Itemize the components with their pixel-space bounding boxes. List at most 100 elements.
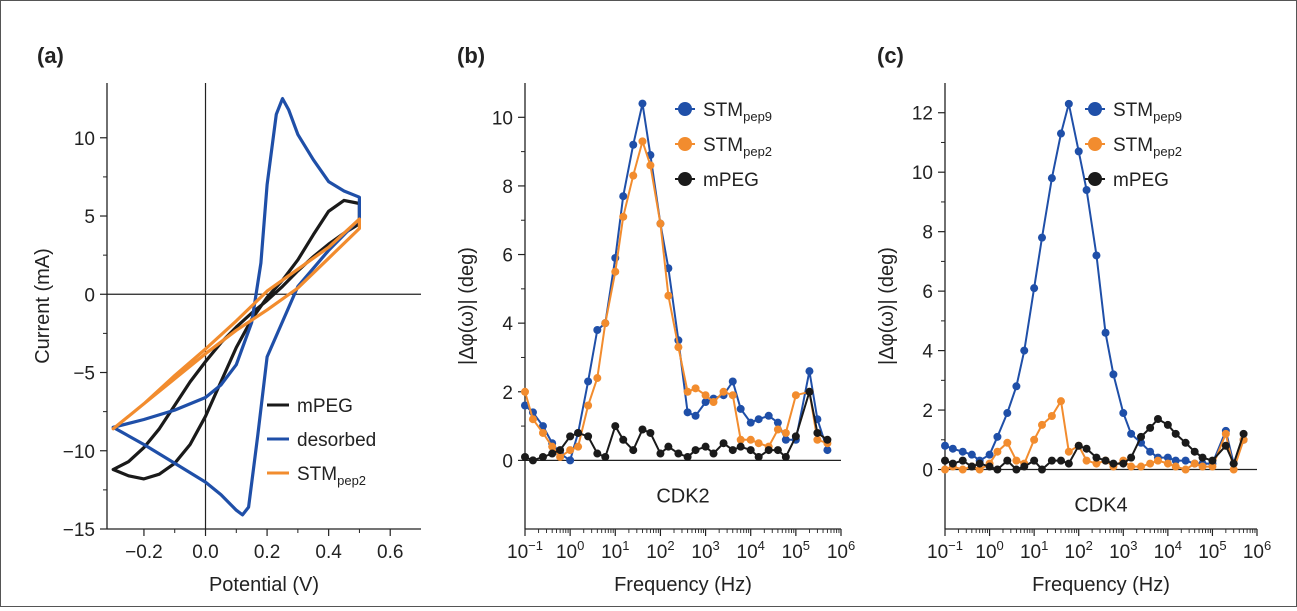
data-point [674, 343, 683, 352]
data-point [1181, 465, 1190, 474]
data-point [1082, 456, 1091, 465]
data-point [691, 384, 700, 393]
data-point [754, 439, 763, 448]
data-point [656, 449, 665, 458]
x-axis-title: Frequency (Hz) [1032, 574, 1170, 596]
legend-label: mPEG [297, 396, 353, 417]
data-point [1208, 456, 1217, 465]
data-point [1171, 456, 1180, 465]
data-point [719, 439, 728, 448]
data-point [601, 452, 610, 461]
data-point [1153, 414, 1162, 423]
data-point [1127, 462, 1136, 471]
data-point [538, 428, 547, 437]
data-point [985, 450, 994, 459]
data-point [701, 398, 710, 407]
series-line-mPEG [524, 391, 828, 462]
data-point [746, 418, 755, 427]
x-axis-title: Potential (V) [209, 574, 319, 596]
data-point [1239, 429, 1248, 438]
data-point [574, 428, 583, 437]
data-point [1190, 447, 1199, 456]
data-point [646, 161, 655, 170]
y-axis-title: |Δφ(ω)| (deg) [456, 247, 478, 365]
y-axis-title: |Δφ(ω)| (deg) [876, 247, 898, 365]
data-point [1146, 423, 1155, 432]
y-tick-label: 12 [912, 104, 933, 125]
data-point [701, 442, 710, 451]
data-point [1119, 459, 1128, 468]
data-point [1146, 459, 1155, 468]
data-point [1003, 438, 1012, 447]
data-point [813, 428, 822, 437]
data-point [1190, 459, 1199, 468]
data-point [664, 442, 673, 451]
data-point [1047, 174, 1056, 183]
data-point [1146, 447, 1155, 456]
panel-label: (a) [37, 43, 64, 68]
data-point [574, 442, 583, 451]
x-tick-label: 102 [646, 538, 674, 563]
legend-label: STMpep9 [703, 100, 772, 124]
data-point [805, 387, 814, 396]
data-point [619, 192, 628, 201]
legend-marker [678, 102, 692, 116]
y-tick-label: 8 [922, 223, 933, 244]
data-point [1064, 447, 1073, 456]
panel-annotation: CDK4 [1074, 495, 1127, 517]
y-tick-label: 4 [502, 314, 513, 335]
data-point [683, 452, 692, 461]
y-tick-label: 4 [922, 342, 933, 363]
data-point [1119, 409, 1128, 418]
data-point [993, 465, 1002, 474]
x-tick-label: 105 [1198, 538, 1226, 563]
data-point [556, 452, 565, 461]
legend-marker [1088, 172, 1102, 186]
legend-label: STMpep2 [297, 464, 366, 488]
data-point [975, 465, 984, 474]
x-tick-label: 103 [1109, 538, 1137, 563]
x-axis-title: Frequency (Hz) [614, 574, 752, 596]
data-point [566, 446, 575, 455]
data-point [593, 449, 602, 458]
data-point [1074, 441, 1083, 450]
x-tick-label: 104 [737, 538, 765, 563]
data-point [1171, 429, 1180, 438]
data-point [728, 377, 737, 386]
data-point [764, 446, 773, 455]
data-point [521, 401, 529, 410]
panel-label: (c) [877, 43, 904, 68]
data-point [566, 432, 575, 441]
data-point [736, 404, 745, 413]
data-point [754, 415, 763, 424]
series-line-mPEG [944, 417, 1245, 471]
data-point [1056, 456, 1065, 465]
data-point [528, 415, 537, 424]
legend-marker [1088, 137, 1102, 151]
data-point [728, 446, 737, 455]
x-tick-label: −0.2 [125, 542, 163, 563]
data-point [611, 267, 620, 276]
data-point [958, 456, 967, 465]
y-tick-label: 2 [922, 401, 933, 422]
data-point [584, 432, 593, 441]
data-point [593, 374, 602, 383]
data-point [521, 452, 529, 461]
x-tick-label: 0.4 [315, 542, 342, 563]
data-point [548, 449, 557, 458]
data-point [993, 432, 1002, 441]
data-point [1030, 284, 1039, 293]
data-point [1092, 459, 1101, 468]
x-tick-label: 105 [782, 538, 810, 563]
data-point [958, 465, 967, 474]
data-point [638, 137, 647, 146]
data-point [941, 456, 949, 465]
data-point [629, 140, 638, 149]
y-tick-label: −5 [73, 364, 95, 385]
data-point [805, 367, 814, 376]
x-tick-label: 106 [1243, 538, 1271, 563]
series-loop-desorbed [111, 96, 361, 517]
x-tick-label: 10−1 [507, 538, 543, 563]
data-point [746, 435, 755, 444]
data-point [1020, 346, 1029, 355]
